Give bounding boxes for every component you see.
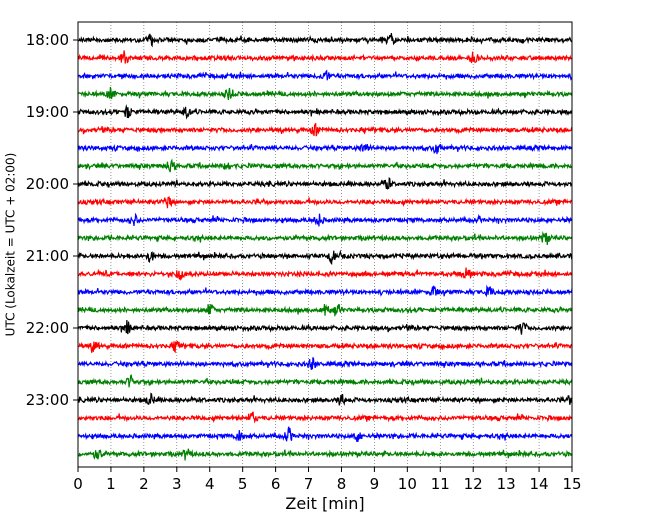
x-tick-label: 7: [304, 475, 314, 493]
y-axis-label: UTC (Lokalzeit = UTC + 02:00): [4, 153, 18, 337]
seismic-trace: [77, 143, 573, 155]
seismic-trace: [77, 267, 573, 281]
seismic-trace: [77, 448, 573, 461]
seismic-trace: [77, 392, 573, 407]
seismic-trace: [77, 231, 573, 246]
seismic-traces: [77, 32, 573, 461]
seismic-trace: [77, 319, 573, 335]
seismic-trace: [77, 196, 573, 209]
seismic-trace: [77, 374, 573, 388]
seismic-trace: [77, 122, 573, 137]
y-axis-ticks: 18:00 19:00 20:00 21:00 22:00 23:00: [26, 31, 78, 409]
seismic-trace: [77, 357, 573, 370]
x-tick-label: 3: [172, 475, 182, 493]
seismic-trace: [77, 303, 573, 317]
seismic-trace: [77, 50, 573, 64]
seismic-trace: [77, 177, 573, 191]
seismic-trace: [77, 340, 573, 354]
x-tick-label: 8: [337, 475, 347, 493]
seismic-trace: [77, 411, 573, 424]
seismic-trace: [77, 86, 573, 101]
x-tick-label: 9: [370, 475, 380, 493]
x-tick-label: 11: [431, 475, 450, 493]
y-tick-label: 19:00: [26, 103, 69, 121]
seismic-trace: [77, 69, 573, 81]
x-tick-label: 0: [73, 475, 83, 493]
x-tick-label: 4: [205, 475, 215, 493]
y-tick-label: 23:00: [26, 391, 69, 409]
x-tick-label: 1: [106, 475, 116, 493]
x-tick-label: 2: [139, 475, 149, 493]
y-tick-label: 18:00: [26, 31, 69, 49]
plot-frame: [77, 21, 573, 468]
x-tick-label: 15: [562, 475, 581, 493]
y-tick-label: 21:00: [26, 247, 69, 265]
minute-gridlines: [110, 22, 540, 467]
x-axis-label: Zeit [min]: [285, 494, 364, 513]
seismic-trace: [77, 212, 573, 227]
seismic-trace: [77, 104, 573, 120]
seismic-trace: [77, 32, 573, 48]
x-tick-label: 13: [497, 475, 516, 493]
x-tick-label: 12: [464, 475, 483, 493]
x-axis-ticks: 0 1 2 3 4 5 6 7 8 9 10 11 12 13 14 15: [73, 467, 582, 493]
x-tick-label: 10: [398, 475, 417, 493]
y-tick-label: 22:00: [26, 319, 69, 337]
seismic-trace: [77, 426, 573, 442]
seismic-trace: [77, 249, 573, 265]
seismic-trace: [77, 284, 573, 298]
y-tick-label: 20:00: [26, 175, 69, 193]
x-tick-label: 5: [238, 475, 248, 493]
seismic-trace: [77, 158, 573, 173]
x-tick-label: 14: [530, 475, 549, 493]
x-tick-label: 6: [271, 475, 281, 493]
